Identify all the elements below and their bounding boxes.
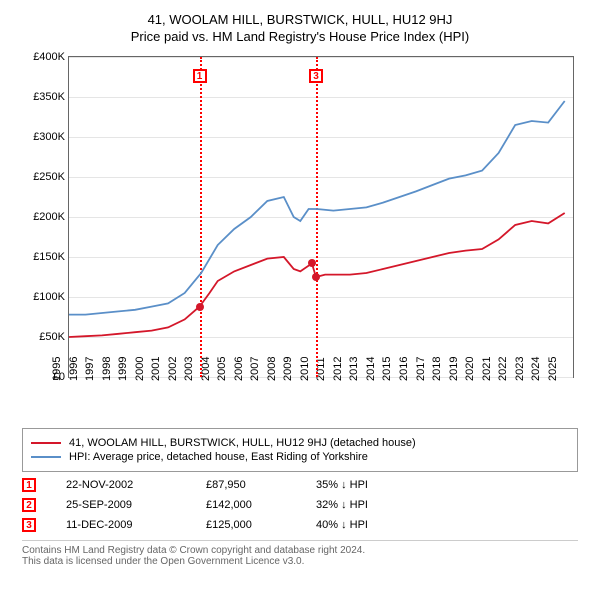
y-tick-label: £100K (33, 291, 65, 303)
legend-label: HPI: Average price, detached house, East… (69, 451, 368, 463)
y-tick-label: £150K (33, 251, 65, 263)
event-index-box: 3 (22, 518, 36, 532)
y-tick-label: £200K (33, 211, 65, 223)
y-tick-label: £350K (33, 91, 65, 103)
event-date: 25-SEP-2009 (66, 499, 176, 511)
event-index-box: 2 (22, 498, 36, 512)
event-hpi-delta: 40% ↓ HPI (316, 519, 368, 531)
footer-line2: This data is licensed under the Open Gov… (22, 556, 578, 567)
event-list: 1 22-NOV-2002 £87,950 35% ↓ HPI 2 25-SEP-2009… (22, 478, 578, 532)
y-tick-label: £50K (39, 331, 65, 343)
legend-swatch (31, 442, 61, 444)
series-svg (69, 57, 573, 377)
event-date: 22-NOV-2002 (66, 479, 176, 491)
legend-row: 41, WOOLAM HILL, BURSTWICK, HULL, HU12 9… (31, 437, 569, 449)
legend-label: 41, WOOLAM HILL, BURSTWICK, HULL, HU12 9… (69, 437, 416, 449)
event-hpi-delta: 35% ↓ HPI (316, 479, 368, 491)
legend-row: HPI: Average price, detached house, East… (31, 451, 569, 463)
sale-point (308, 259, 316, 267)
legend: 41, WOOLAM HILL, BURSTWICK, HULL, HU12 9… (22, 428, 578, 472)
event-index-box: 1 (22, 478, 36, 492)
y-tick-label: £400K (33, 51, 65, 63)
event-price: £125,000 (206, 519, 286, 531)
series-hpi (69, 101, 565, 315)
sale-point (196, 303, 204, 311)
title-subtitle: Price paid vs. HM Land Registry's House … (10, 29, 590, 44)
price-chart: £0£50K£100K£150K£200K£250K£300K£350K£400… (20, 52, 580, 422)
event-hpi-delta: 32% ↓ HPI (316, 499, 368, 511)
sale-point (312, 273, 320, 281)
event-price: £87,950 (206, 479, 286, 491)
y-tick-label: £250K (33, 171, 65, 183)
footer-attribution: Contains HM Land Registry data © Crown c… (22, 540, 578, 567)
title-address: 41, WOOLAM HILL, BURSTWICK, HULL, HU12 9… (10, 12, 590, 27)
footer-line1: Contains HM Land Registry data © Crown c… (22, 545, 578, 556)
legend-swatch (31, 456, 61, 458)
event-date: 11-DEC-2009 (66, 519, 176, 531)
x-tick-label: 1995 (51, 357, 63, 381)
event-row: 1 22-NOV-2002 £87,950 35% ↓ HPI (22, 478, 578, 492)
y-tick-label: £300K (33, 131, 65, 143)
event-price: £142,000 (206, 499, 286, 511)
event-row: 2 25-SEP-2009 £142,000 32% ↓ HPI (22, 498, 578, 512)
event-row: 3 11-DEC-2009 £125,000 40% ↓ HPI (22, 518, 578, 532)
